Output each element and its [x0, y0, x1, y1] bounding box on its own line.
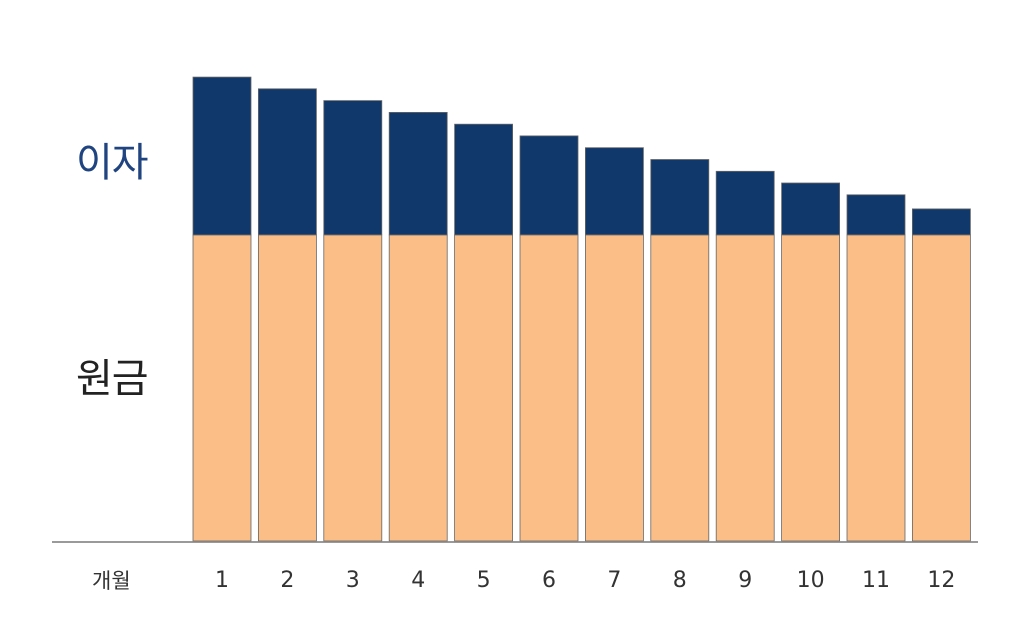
bar-principal-5: [454, 234, 514, 542]
x-tick-label-12: 12: [927, 568, 955, 593]
bar-principal-10: [781, 234, 840, 542]
x-tick-label-4: 4: [411, 568, 425, 593]
x-tick-label-1: 1: [215, 568, 229, 593]
bar-interest-10: [781, 182, 840, 236]
x-tick-label-3: 3: [346, 568, 360, 593]
series-label-interest: 이자: [76, 140, 149, 186]
series-label-principal: 원금: [76, 356, 149, 402]
bar-interest-8: [650, 159, 710, 236]
x-tick-label-8: 8: [673, 568, 687, 593]
x-tick-label-10: 10: [797, 568, 825, 593]
bar-interest-11: [846, 194, 906, 236]
bar-principal-11: [846, 234, 906, 542]
bar-interest-1: [192, 76, 252, 236]
bar-principal-7: [585, 234, 644, 542]
bar-interest-6: [519, 135, 579, 236]
x-axis-title: 개월: [92, 569, 131, 593]
bar-principal-12: [912, 234, 971, 542]
bar-principal-4: [388, 234, 448, 542]
bar-interest-4: [388, 112, 448, 236]
bar-interest-9: [715, 170, 775, 236]
x-tick-label-6: 6: [542, 568, 556, 593]
bar-interest-12: [912, 208, 971, 236]
bar-principal-8: [650, 234, 710, 542]
bar-interest-7: [585, 147, 644, 236]
bar-principal-6: [519, 234, 579, 542]
x-tick-label-2: 2: [280, 568, 294, 593]
bar-interest-3: [323, 100, 383, 236]
bar-interest-2: [257, 88, 317, 236]
x-tick-label-9: 9: [738, 568, 752, 593]
x-tick-label-5: 5: [477, 568, 491, 593]
bar-interest-5: [454, 123, 514, 236]
bar-principal-3: [323, 234, 383, 542]
x-tick-label-7: 7: [607, 568, 621, 593]
bar-principal-9: [715, 234, 775, 542]
bar-principal-2: [257, 234, 317, 542]
bar-principal-1: [192, 234, 252, 542]
x-tick-label-11: 11: [862, 568, 890, 593]
